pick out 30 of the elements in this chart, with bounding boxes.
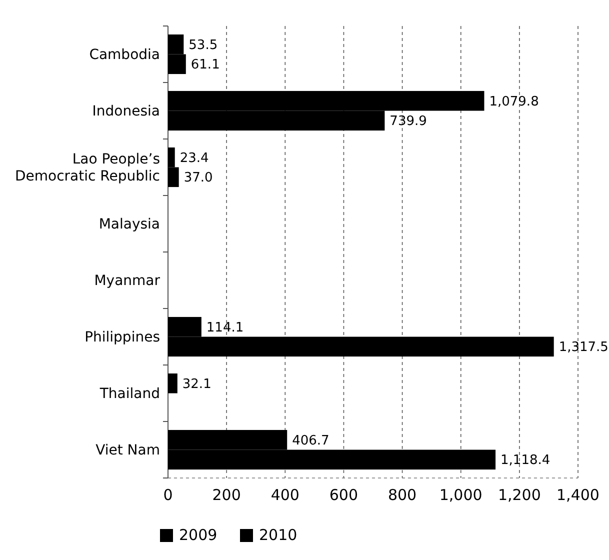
y-tick-label: Philippines [84, 330, 160, 346]
data-label: 37.0 [184, 170, 213, 186]
data-label: 53.5 [188, 38, 218, 53]
data-label: 1,118.4 [500, 453, 550, 468]
data-label: 23.4 [180, 150, 209, 166]
data-label: 114.1 [206, 320, 244, 336]
bar [168, 373, 178, 394]
x-tick-label: 800 [388, 486, 417, 504]
x-tick-label: 600 [329, 486, 358, 504]
data-label: 406.7 [292, 433, 330, 448]
y-tick-label: Thailand [98, 386, 160, 402]
x-tick-label: 0 [163, 486, 173, 504]
x-tick-label: 1,000 [439, 486, 482, 504]
x-tick-label: 400 [270, 486, 300, 504]
legend-label: 2009 [179, 526, 218, 544]
legend-label: 2010 [259, 526, 298, 544]
data-label: 32.1 [182, 376, 212, 392]
y-tick-label: Cambodia [89, 47, 160, 64]
data-label: 61.1 [190, 58, 220, 73]
y-tick-label: Viet Nam [96, 442, 160, 459]
y-tick-label: Myanmar [94, 273, 160, 290]
data-label: 1,317.5 [558, 340, 608, 356]
y-tick-label: Indonesia [92, 104, 160, 120]
data-label: 1,079.8 [489, 94, 539, 110]
x-tick-label: 1,400 [556, 486, 600, 504]
x-tick-label: 1,200 [498, 486, 541, 504]
data-label: 739.9 [390, 114, 427, 130]
y-tick-label: Malaysia [98, 216, 160, 233]
x-tick-label: 200 [212, 486, 241, 504]
y-tick-label: Lao People’s Democratic Republic [15, 152, 160, 184]
